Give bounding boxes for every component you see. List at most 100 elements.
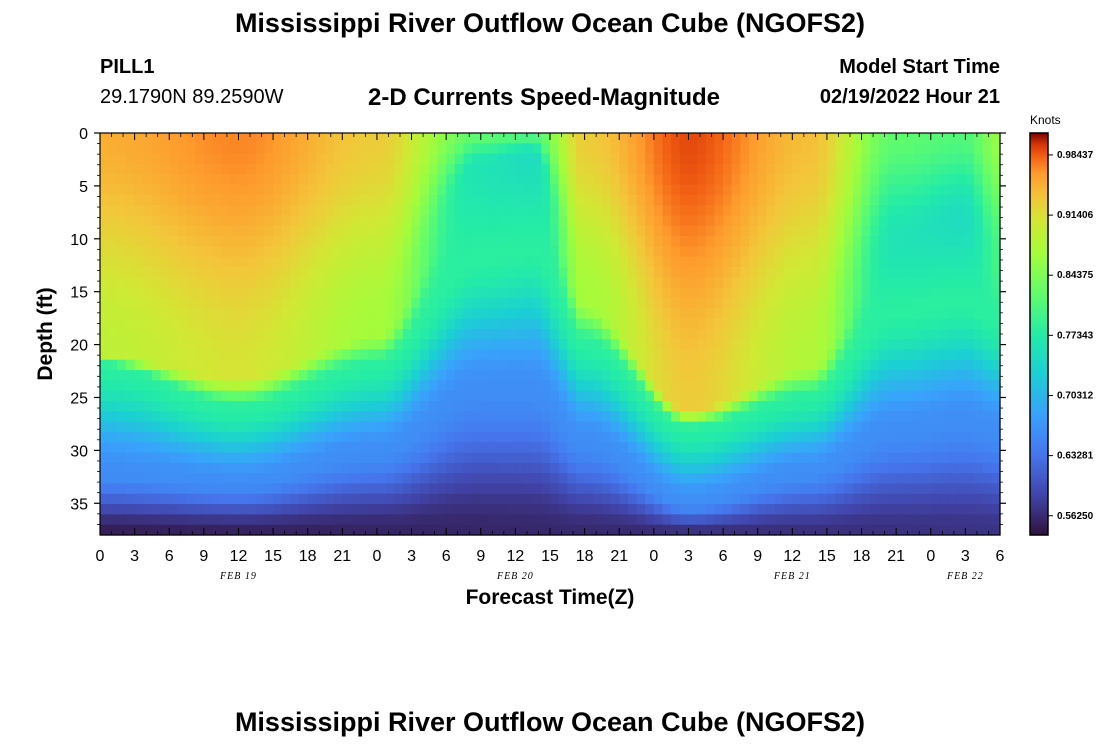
heatmap-cell (991, 143, 1001, 155)
heatmap-cell (731, 246, 741, 258)
heatmap-cell (238, 370, 248, 381)
heatmap-cell (558, 483, 568, 495)
heatmap-cell (930, 256, 941, 268)
heatmap-cell (307, 297, 317, 309)
heatmap-cell (151, 143, 162, 155)
heatmap-cell (255, 205, 266, 217)
heatmap-cell (273, 473, 283, 485)
heatmap-cell (376, 411, 387, 423)
heatmap-cell (904, 401, 915, 412)
heatmap-cell (610, 473, 620, 485)
heatmap-cell (385, 462, 395, 474)
heatmap-cell (974, 225, 984, 237)
heatmap-cell (160, 277, 170, 289)
heatmap-cell (610, 194, 620, 206)
heatmap-cell (307, 339, 317, 351)
heatmap-cell (350, 370, 361, 381)
heatmap-cell (229, 215, 240, 227)
heatmap-cell (783, 504, 793, 515)
heatmap-cell (835, 256, 845, 268)
heatmap-cell (610, 205, 620, 217)
heatmap-cell (887, 339, 897, 351)
heatmap-cell (125, 205, 136, 217)
heatmap-cell (792, 370, 802, 381)
heatmap-cell (939, 524, 949, 536)
heatmap-cell (896, 205, 906, 217)
heatmap-cell (567, 473, 577, 485)
heatmap-cell (428, 349, 439, 361)
heatmap-cell (645, 339, 655, 351)
heatmap-cell (844, 462, 854, 474)
heatmap-cell (601, 236, 612, 247)
heatmap-cell (255, 143, 266, 155)
heatmap-cell (965, 431, 975, 443)
heatmap-cell (203, 205, 214, 217)
heatmap-cell (705, 493, 716, 505)
heatmap-cell (247, 390, 257, 402)
heatmap-cell (411, 421, 421, 433)
heatmap-cell (515, 483, 525, 495)
heatmap-cell (394, 297, 404, 309)
heatmap-cell (948, 308, 958, 320)
heatmap-cell (775, 225, 785, 237)
heatmap-cell (385, 163, 395, 175)
heatmap-cell (212, 277, 222, 289)
heatmap-cell (939, 287, 949, 299)
heatmap-cell (922, 514, 932, 526)
heatmap-cell (922, 267, 932, 278)
heatmap-cell (325, 483, 335, 495)
heatmap-cell (325, 339, 335, 351)
heatmap-cell (792, 442, 802, 454)
heatmap-cell (662, 184, 672, 196)
heatmap-cell (342, 225, 352, 237)
heatmap-cell (714, 174, 724, 186)
heatmap-cell (757, 524, 767, 536)
heatmap-cell (394, 277, 404, 289)
heatmap-cell (974, 256, 984, 268)
heatmap-cell (584, 514, 594, 526)
heatmap-cell (991, 184, 1001, 196)
heatmap-cell (731, 370, 741, 381)
heatmap-cell (402, 483, 413, 495)
heatmap-cell (307, 390, 317, 402)
heatmap-cell (930, 194, 941, 206)
heatmap-cell (878, 287, 889, 299)
variable-title: 2-D Currents Speed-Magnitude (368, 84, 721, 111)
heatmap-cell (550, 184, 560, 196)
heatmap-cell (169, 174, 179, 186)
heatmap-cell (974, 452, 984, 464)
heatmap-cell (878, 359, 889, 371)
heatmap-cell (506, 493, 516, 505)
heatmap-cell (359, 431, 369, 443)
heatmap-cell (948, 328, 958, 340)
heatmap-cell (575, 225, 586, 237)
heatmap-cell (437, 504, 447, 515)
heatmap-cell (446, 143, 456, 155)
heatmap-cell (186, 184, 196, 196)
heatmap-cell (489, 205, 499, 217)
heatmap-cell (835, 205, 845, 217)
heatmap-cell (697, 225, 707, 237)
heatmap-cell (619, 349, 629, 361)
heatmap-cell (524, 431, 534, 443)
heatmap-cell (749, 215, 759, 227)
heatmap-cell (792, 421, 802, 433)
heatmap-cell (316, 524, 326, 536)
heatmap-cell (472, 421, 482, 433)
heatmap-cell (844, 339, 854, 351)
heatmap-cell (550, 380, 560, 392)
x-tick-label: 0 (926, 548, 935, 565)
heatmap-cell (541, 483, 551, 495)
heatmap-cell (229, 339, 240, 351)
heatmap-cell (316, 504, 326, 515)
heatmap-cell (852, 184, 863, 196)
heatmap-cell (775, 205, 785, 217)
heatmap-cell (852, 473, 863, 485)
heatmap-cell (619, 421, 629, 433)
heatmap-cell (939, 462, 949, 474)
heatmap-cell (428, 133, 439, 144)
heatmap-cell (333, 473, 343, 485)
heatmap-cell (463, 380, 473, 392)
heatmap-cell (480, 184, 491, 196)
